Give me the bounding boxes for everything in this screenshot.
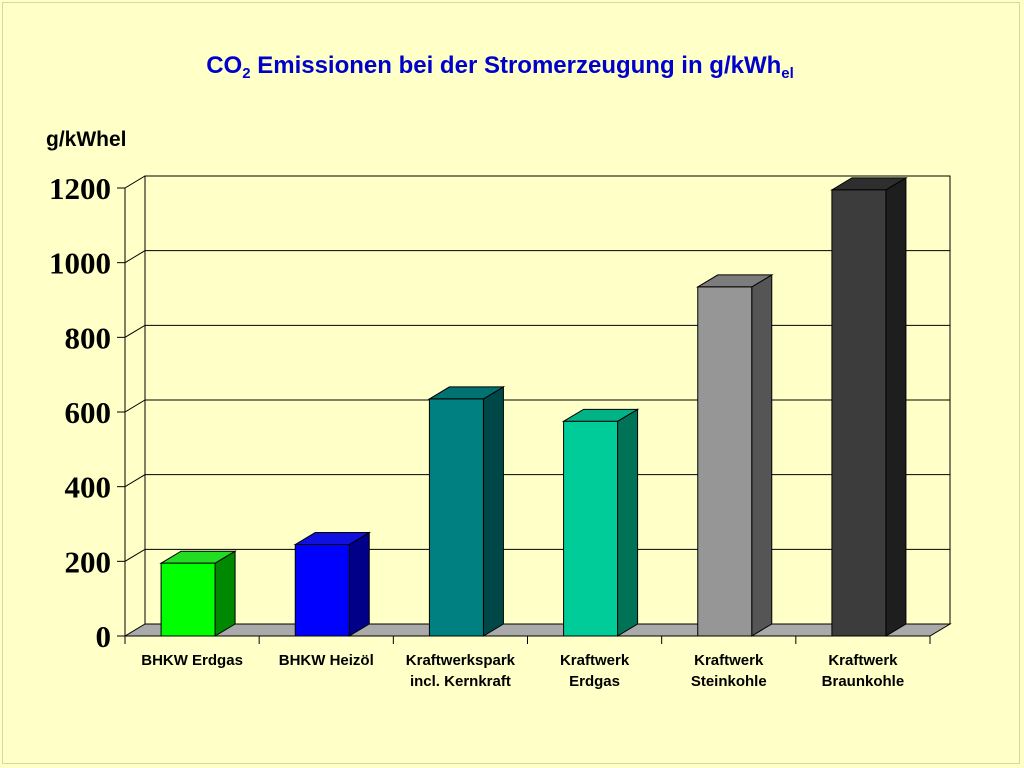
gridline — [124, 548, 950, 562]
bar — [831, 189, 887, 637]
bar — [428, 398, 484, 637]
bar-side — [214, 550, 236, 637]
x-tick-label: Kraftwerk Braunkohle — [822, 652, 905, 690]
x-tick-label: Kraftwerk Erdgas — [560, 652, 630, 690]
y-tick-label: 400 — [65, 470, 112, 505]
y-tick-label: 0 — [96, 619, 112, 654]
gridline — [124, 324, 950, 338]
x-tick-label: Kraftwerk Steinkohle — [691, 652, 767, 690]
bar — [697, 286, 753, 637]
y-axis-unit-label: g/kWhel — [46, 128, 127, 151]
y-tick-label: 800 — [65, 320, 112, 355]
bar — [160, 562, 216, 637]
bar-side — [617, 408, 639, 637]
gridline — [124, 250, 950, 264]
bar — [294, 544, 350, 637]
y-tick-label: 1200 — [49, 171, 111, 206]
bar-side — [348, 531, 370, 637]
x-tick-label: Kraftwerkspark incl. Kernkraft — [406, 652, 516, 690]
bar — [563, 420, 619, 637]
y-tick-label: 1000 — [49, 246, 111, 281]
gridline — [124, 474, 950, 488]
y-tick-label: 200 — [65, 544, 112, 579]
plot-floor — [123, 623, 952, 637]
bar-side — [482, 386, 504, 637]
gridline — [124, 175, 950, 189]
x-tick-label: BHKW Erdgas — [141, 652, 243, 669]
gridline — [124, 399, 950, 413]
chart-title: CO2 Emissionen bei der Stromerzeugung in… — [206, 52, 794, 82]
bar-side — [885, 176, 907, 637]
x-tick-label: BHKW Heizöl — [279, 652, 374, 669]
bar-side — [751, 274, 773, 637]
y-tick-label: 600 — [65, 395, 112, 430]
